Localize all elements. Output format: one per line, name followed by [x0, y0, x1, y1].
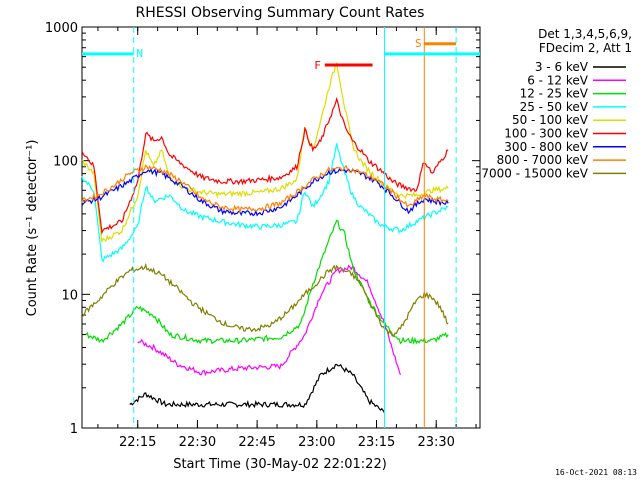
flag-label-s: S	[415, 37, 422, 50]
generation-timestamp: 16-Oct-2021 08:13	[555, 468, 637, 477]
x-axis-label: Start Time (30-May-02 22:01:22)	[173, 457, 387, 472]
legend-header-line-1: Det 1,3,4,5,6,9,	[538, 27, 632, 41]
series-line-50-100-kev	[81, 61, 449, 243]
x-tick-label: 22:30	[179, 435, 216, 450]
legend-label: 50 - 100 keV	[512, 113, 589, 127]
y-tick-label: 1000	[45, 21, 78, 36]
y-axis-label: Count Rate (s⁻¹ detector⁻¹)	[25, 140, 40, 317]
series-line-100-300-kev	[81, 96, 449, 235]
legend-label: 12 - 25 keV	[520, 87, 589, 101]
flag-label-f: F	[314, 59, 321, 72]
y-tick-label: 10	[61, 288, 78, 303]
legend-label: 6 - 12 keV	[527, 73, 589, 87]
overlay-markers: N F S	[82, 27, 480, 428]
legend-label: 100 - 300 keV	[504, 127, 588, 141]
x-tick-label: 23:00	[298, 435, 335, 450]
legend-label: 25 - 50 keV	[520, 100, 589, 114]
legend-header-line-2: FDecim 2, Att 1	[539, 41, 632, 55]
y-tick-label: 1	[70, 422, 78, 437]
series-line-25-50-kev	[81, 143, 449, 263]
x-tick-label: 23:15	[358, 435, 395, 450]
legend-label: 3 - 6 keV	[535, 60, 589, 74]
plot-frame	[81, 26, 481, 429]
series-line-7000-15000-kev	[81, 262, 449, 337]
legend: Det 1,3,4,5,6,9, FDecim 2, Att 1 3 - 6 k…	[481, 27, 632, 180]
flag-label-n: N	[136, 47, 143, 60]
series-line-12-25-kev	[85, 219, 449, 345]
x-tick-label: 22:45	[238, 435, 275, 450]
x-tick-label: 23:30	[417, 435, 454, 450]
chart-title: RHESSI Observing Summary Count Rates	[136, 5, 425, 21]
series-line-3-6-kev	[129, 363, 386, 414]
series-line-800-7000-kev	[81, 163, 449, 215]
legend-label: 300 - 800 keV	[504, 140, 588, 154]
legend-label: 800 - 7000 keV	[497, 153, 589, 167]
series-line-6-12-kev	[137, 264, 401, 377]
x-tick-label: 22:15	[119, 435, 156, 450]
series-group	[81, 61, 449, 414]
plot-area-border	[81, 26, 481, 429]
axis-ticks: 22:15 22:30 22:45 23:00 23:15 23:30 1 10 100 1000	[45, 21, 480, 450]
y-tick-label: 100	[53, 155, 78, 170]
legend-label: 7000 - 15000 keV	[481, 166, 588, 180]
